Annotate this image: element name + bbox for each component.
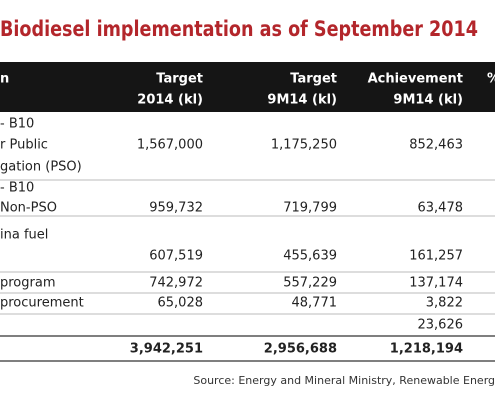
header-cell: 9M14 (kl) (393, 93, 463, 108)
total-cell: 3,942,251 (130, 342, 203, 357)
header-cell: Target (156, 72, 203, 87)
cell: 161,257 (409, 249, 463, 264)
total-cell: 2,956,688 (264, 342, 337, 357)
cell: 1,175,250 (271, 138, 337, 153)
cell: 852,463 (409, 138, 463, 153)
cell: 607,519 (149, 249, 203, 264)
total-cell: 1,218,194 (390, 342, 463, 357)
row-label: ina fuel (0, 228, 48, 243)
header-cell: n (0, 72, 9, 87)
row-label: Non-PSO (0, 201, 57, 216)
source: Source: Energy and Mineral Ministry, Ren… (193, 374, 495, 387)
cell: 1,567,000 (137, 138, 203, 153)
cell: 719,799 (283, 201, 337, 216)
row-label: program (0, 276, 56, 291)
header-band (0, 62, 495, 112)
cell: 742,972 (149, 276, 203, 291)
cell: 959,732 (149, 201, 203, 216)
title: Biodiesel implementation as of September… (0, 17, 478, 41)
cell: 137,174 (409, 276, 463, 291)
header-cell: % (487, 72, 495, 87)
cell: 65,028 (158, 296, 204, 311)
cell: 455,639 (283, 249, 337, 264)
header-cell: 9M14 (kl) (267, 93, 337, 108)
cell: 63,478 (418, 201, 464, 216)
header-cell: 2014 (kl) (137, 93, 203, 108)
row-label: r Public (0, 138, 48, 153)
cell: 3,822 (426, 296, 463, 311)
row-label: gation (PSO) (0, 160, 82, 175)
row-label: - B10 (0, 181, 34, 196)
cell: 557,229 (283, 276, 337, 291)
header-cell: Target (290, 72, 337, 87)
row-label: - B10 (0, 117, 34, 132)
cell: 48,771 (292, 296, 338, 311)
cell: 23,626 (418, 318, 464, 333)
header-cell: Achievement (368, 72, 463, 87)
row-label: procurement (0, 296, 84, 311)
